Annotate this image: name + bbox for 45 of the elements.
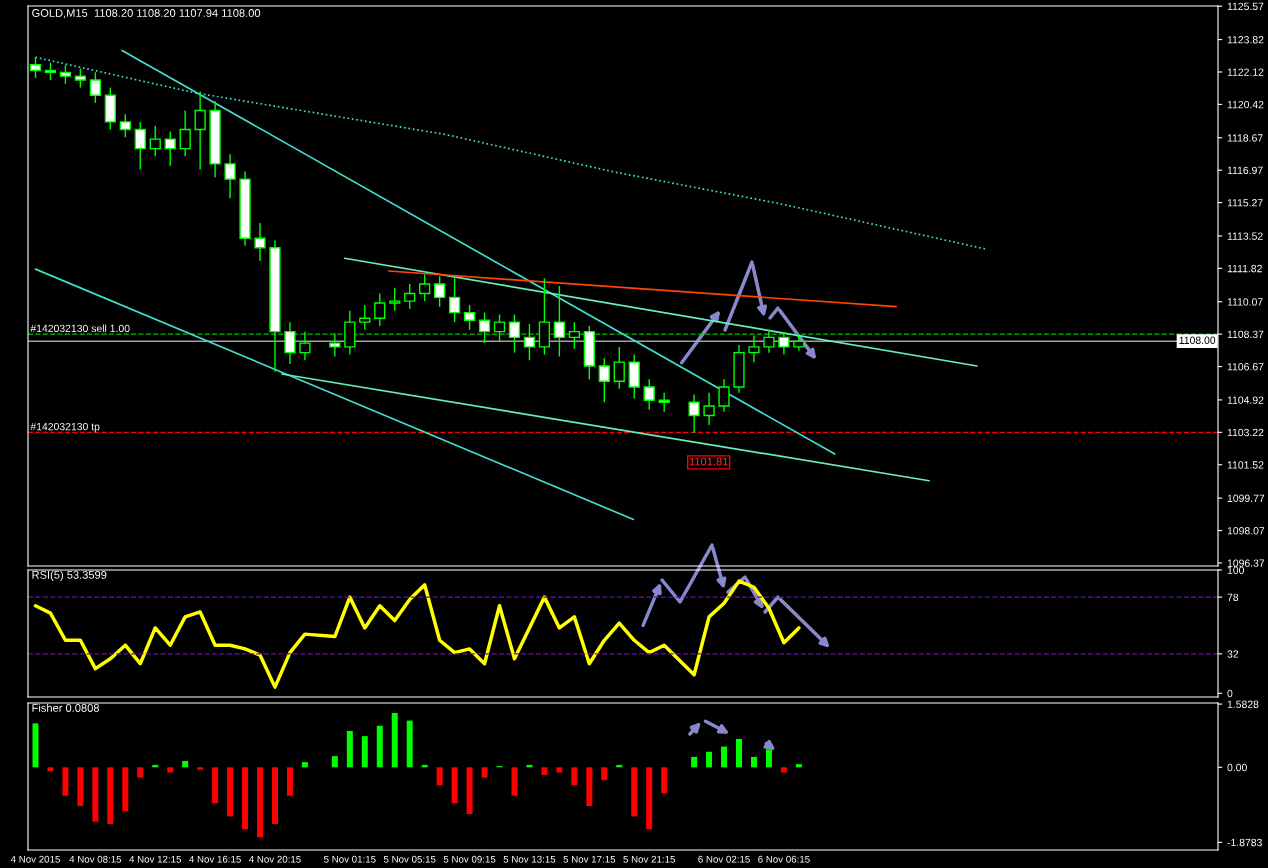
y-tick-label: 100: [1227, 566, 1244, 574]
y-tick-label: 1098.07: [1227, 527, 1265, 535]
x-tick-label: 4 Nov 2015: [10, 855, 60, 863]
x-tick-label: 5 Nov 21:15: [623, 855, 675, 863]
ref-line-label: #142032130 tp: [30, 422, 100, 433]
y-tick-label: 1120.42: [1227, 100, 1264, 109]
y-tick-label: 1101.52: [1227, 461, 1264, 469]
chart-title: Fisher 0.0808: [32, 703, 100, 712]
x-tick-label: 5 Nov 13:15: [503, 855, 556, 863]
chart-title: GOLD,M15 1108.20 1108.20 1107.94 1108.00: [32, 9, 261, 19]
y-tick-label: 1115.27: [1227, 199, 1263, 207]
y-tick-label: 0: [1227, 689, 1233, 698]
y-tick-label: 1099.77: [1227, 494, 1265, 502]
x-tick-label: 4 Nov 12:15: [129, 855, 182, 863]
y-tick-label: 1096.37: [1227, 559, 1265, 567]
annotation: 1101.81: [689, 457, 728, 466]
chart-title: RSI(5) 53.3599: [32, 570, 107, 581]
y-tick-label: 0.00: [1227, 763, 1247, 772]
y-tick-label: 1111.82: [1227, 264, 1262, 273]
x-tick-label: 5 Nov 09:15: [443, 855, 496, 863]
y-tick-label: 1116.97: [1227, 166, 1263, 175]
ref-line-label: 1108.00: [1179, 336, 1216, 344]
ref-line-label: #142032130 sell 1.00: [30, 324, 130, 333]
x-tick-label: 6 Nov 02:15: [698, 855, 750, 863]
y-tick-label: 1110.07: [1227, 298, 1263, 306]
x-tick-label: 5 Nov 17:15: [563, 855, 616, 863]
y-tick-label: 32: [1227, 650, 1239, 658]
y-tick-label: 1103.22: [1227, 428, 1264, 437]
y-tick-label: 1106.67: [1227, 363, 1264, 371]
y-tick-label: -1.8783: [1227, 838, 1262, 847]
y-tick-label: 1125.57: [1227, 2, 1264, 11]
y-tick-label: 1.5828: [1227, 700, 1259, 708]
y-tick-label: 1113.52: [1227, 232, 1263, 240]
y-tick-label: 78: [1227, 593, 1239, 601]
y-tick-label: 1122.12: [1227, 68, 1264, 76]
x-tick-label: 6 Nov 06:15: [758, 855, 810, 863]
x-tick-label: 5 Nov 05:15: [383, 855, 436, 863]
y-tick-label: 1123.82: [1227, 36, 1264, 44]
x-tick-label: 4 Nov 08:15: [69, 855, 122, 863]
y-tick-label: 1118.67: [1227, 134, 1263, 142]
y-tick-label: 1108.37: [1227, 330, 1264, 339]
x-tick-label: 4 Nov 16:15: [189, 855, 241, 863]
y-tick-label: 1104.92: [1227, 396, 1264, 404]
x-tick-label: 4 Nov 20:15: [248, 855, 301, 863]
x-tick-label: 5 Nov 01:15: [324, 855, 376, 863]
